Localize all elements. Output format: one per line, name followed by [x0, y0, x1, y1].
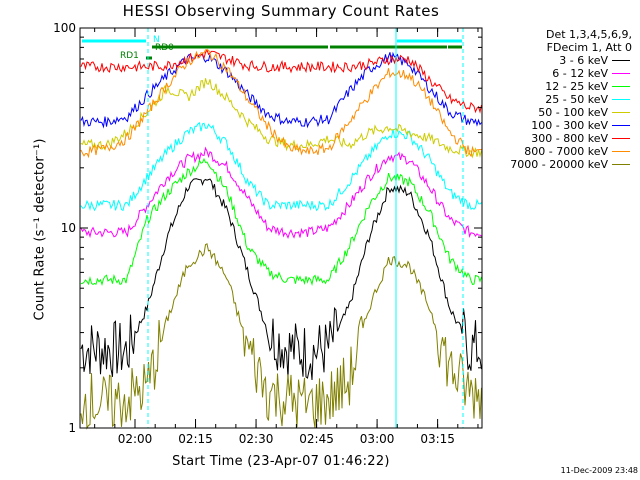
legend-header-line-2: FDecim 1, Att 0 — [546, 41, 632, 54]
legend: Det 1,3,4,5,6,9, FDecim 1, Att 0 3 - 6 k… — [488, 28, 632, 171]
series-line-0 — [80, 178, 482, 381]
legend-entry: 3 - 6 keV — [488, 54, 632, 67]
legend-entry-swatch — [612, 86, 630, 87]
plot-frame — [79, 27, 483, 429]
series-line-8 — [80, 243, 482, 430]
legend-entry: 25 - 50 keV — [488, 93, 632, 106]
x-axis-label: Start Time (23-Apr-07 01:46:22) — [172, 454, 390, 469]
legend-entry-label: 100 - 300 keV — [531, 119, 608, 132]
chart-title: HESSI Observing Summary Count Rates — [122, 2, 440, 20]
generation-timestamp: 11-Dec-2009 23:48 — [560, 466, 638, 475]
legend-entry-swatch — [612, 99, 630, 100]
x-tick-label: 03:15 — [420, 432, 455, 446]
legend-entry-swatch — [612, 164, 630, 165]
x-tick-label: 02:15 — [178, 432, 213, 446]
legend-entry-label: 50 - 100 keV — [538, 106, 608, 119]
legend-entry-label: 300 - 800 keV — [531, 132, 608, 145]
y-tick-label: 10 — [61, 221, 76, 235]
legend-entry: 6 - 12 keV — [488, 67, 632, 80]
x-tick-label: 02:30 — [239, 432, 274, 446]
y-axis-label: Count Rate (s⁻¹ detector⁻¹) — [32, 138, 48, 321]
series-line-6 — [80, 48, 482, 114]
legend-entry-swatch — [612, 112, 630, 113]
legend-entry: 7000 - 20000 keV — [488, 158, 632, 171]
legend-entry-swatch — [612, 125, 630, 126]
legend-entry-swatch — [612, 73, 630, 74]
legend-entry: 300 - 800 keV — [488, 132, 632, 145]
legend-entry: 800 - 7000 keV — [488, 145, 632, 158]
legend-entry-label: 12 - 25 keV — [545, 80, 608, 93]
legend-header-line-1: Det 1,3,4,5,6,9, — [545, 28, 632, 41]
y-tick-label: 1 — [68, 421, 76, 435]
legend-entry-label: 7000 - 20000 keV — [510, 158, 608, 171]
y-tick-label: 100 — [53, 21, 76, 35]
flag-label-n: N — [153, 35, 160, 45]
legend-entry-swatch — [612, 151, 630, 152]
legend-entries: 3 - 6 keV 6 - 12 keV 12 - 25 keV 25 - 50 ke… — [488, 54, 632, 171]
flag-label-rd0: RD0 — [155, 43, 174, 53]
series-line-2 — [80, 157, 482, 287]
series-line-1 — [80, 146, 482, 239]
legend-entry-swatch — [612, 60, 630, 61]
legend-entry: 12 - 25 keV — [488, 80, 632, 93]
x-tick-label: 02:45 — [299, 432, 334, 446]
legend-entry: 100 - 300 keV — [488, 119, 632, 132]
x-tick-label: 02:00 — [118, 432, 153, 446]
flag-label-rd1: RD1 — [120, 51, 139, 61]
legend-entry: 50 - 100 keV — [488, 106, 632, 119]
legend-entry-swatch — [612, 138, 630, 139]
legend-entry-label: 25 - 50 keV — [545, 93, 608, 106]
legend-entry-label: 800 - 7000 keV — [524, 145, 608, 158]
legend-entry-label: 6 - 12 keV — [552, 67, 608, 80]
legend-entry-label: 3 - 6 keV — [559, 54, 608, 67]
x-tick-label: 03:00 — [360, 432, 395, 446]
